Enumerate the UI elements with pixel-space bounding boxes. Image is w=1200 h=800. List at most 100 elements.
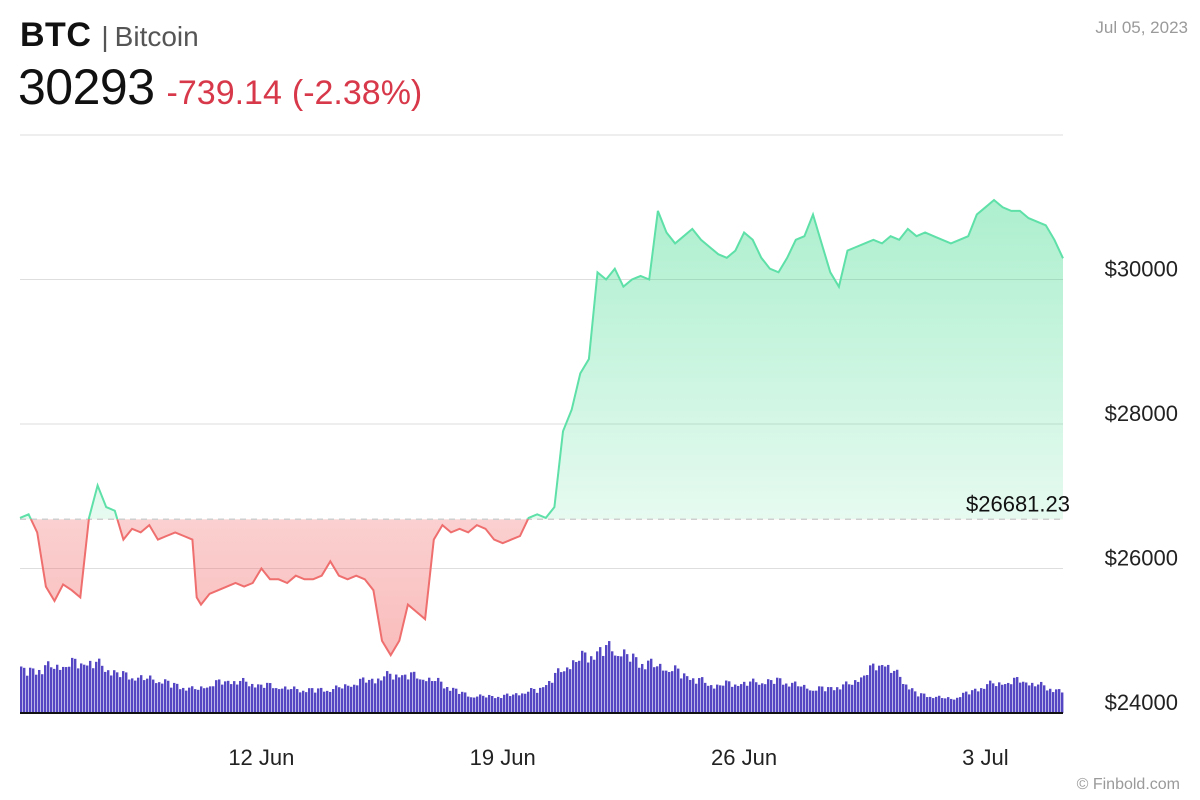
volume-bar xyxy=(572,660,575,713)
volume-bar xyxy=(566,667,569,713)
volume-bar xyxy=(683,673,686,713)
volume-bar xyxy=(857,681,860,713)
volume-bar xyxy=(590,656,593,713)
volume-bar xyxy=(272,688,275,713)
source-credit: © Finbold.com xyxy=(1076,776,1180,793)
volume-bar xyxy=(398,677,401,713)
volume-bar xyxy=(944,698,947,713)
volume-bar xyxy=(737,685,740,713)
volume-bar xyxy=(653,667,656,713)
volume-bar xyxy=(1013,677,1016,713)
volume-bar xyxy=(215,680,218,713)
volume-bar xyxy=(668,671,671,713)
volume-bar xyxy=(92,668,95,713)
volume-bar xyxy=(452,687,455,713)
volume-bar xyxy=(905,684,908,713)
volume-bar xyxy=(986,684,989,713)
volume-bar xyxy=(647,660,650,713)
volume-bar xyxy=(254,687,257,713)
volume-bar xyxy=(611,651,614,713)
volume-bar xyxy=(968,694,971,713)
volume-bar xyxy=(824,691,827,713)
volume-bar xyxy=(896,669,899,713)
volume-bar xyxy=(494,698,497,713)
volume-bar xyxy=(20,666,23,713)
volume-bar xyxy=(350,686,353,713)
volume-bar xyxy=(1001,684,1004,713)
volume-bar xyxy=(308,688,311,713)
volume-bar xyxy=(245,681,248,713)
volume-bar xyxy=(116,672,119,713)
volume-bar xyxy=(149,675,152,713)
volume-bar xyxy=(248,686,251,713)
volume-bar xyxy=(239,680,242,713)
volume-bar xyxy=(404,674,407,713)
volume-bar xyxy=(788,686,791,713)
volume-bar xyxy=(476,696,479,713)
volume-bar xyxy=(89,660,92,713)
reference-value-label: $26681.23 xyxy=(966,491,1070,516)
volume-bar xyxy=(950,698,953,713)
volume-bar xyxy=(500,698,503,713)
volume-bar xyxy=(242,677,245,713)
volume-bar xyxy=(446,687,449,713)
volume-bar xyxy=(884,666,887,713)
volume-bar xyxy=(161,683,164,713)
volume-bar xyxy=(83,664,86,713)
volume-bar xyxy=(368,679,371,713)
volume-bar xyxy=(689,679,692,713)
volume-bar xyxy=(251,683,254,713)
volume-bar xyxy=(335,685,338,713)
volume-bar xyxy=(692,678,695,713)
volume-bar xyxy=(752,678,755,713)
volume-bar xyxy=(47,661,50,713)
volume-bar xyxy=(818,686,821,713)
volume-bar xyxy=(317,688,320,713)
volume-bar xyxy=(1043,685,1046,713)
volume-bar xyxy=(608,641,611,713)
volume-bar xyxy=(782,684,785,713)
volume-bar xyxy=(44,665,47,713)
volume-bar xyxy=(605,645,608,713)
volume-bar xyxy=(659,663,662,713)
volume-bar xyxy=(128,679,131,713)
volume-bar xyxy=(701,677,704,713)
volume-bar xyxy=(734,684,737,713)
volume-bar xyxy=(881,665,884,713)
volume-bar xyxy=(179,689,182,713)
volume-bar xyxy=(287,689,290,713)
volume-bar xyxy=(1010,684,1013,713)
volume-bar xyxy=(29,667,32,713)
volume-bar xyxy=(95,661,98,713)
volume-bar xyxy=(1019,682,1022,713)
volume-bar xyxy=(191,686,194,713)
volume-bar xyxy=(650,658,653,713)
volume-bar xyxy=(470,697,473,713)
price-line-above xyxy=(19,198,1064,520)
volume-bar xyxy=(842,684,845,713)
volume-bar xyxy=(1034,686,1037,713)
volume-bar xyxy=(407,679,410,713)
volume-bar xyxy=(266,682,269,713)
volume-bar xyxy=(527,691,530,713)
volume-bar xyxy=(875,670,878,713)
volume-bar xyxy=(392,679,395,713)
volume-bar xyxy=(59,669,62,713)
volume-bar xyxy=(836,687,839,713)
volume-bar xyxy=(935,696,938,713)
volume-bar xyxy=(992,683,995,713)
volume-bar xyxy=(491,695,494,713)
volume-bar xyxy=(422,679,425,713)
volume-bar xyxy=(356,685,359,713)
volume-bar xyxy=(113,670,116,713)
volume-bar xyxy=(56,664,59,713)
volume-bar xyxy=(917,696,920,713)
volume-bar xyxy=(833,690,836,713)
volume-bar xyxy=(383,676,386,713)
volume-bar xyxy=(86,665,89,713)
volume-bar xyxy=(41,674,44,713)
volume-bar xyxy=(767,679,770,713)
volume-bar xyxy=(557,668,560,713)
volume-bar xyxy=(146,678,149,713)
volume-bar xyxy=(644,669,647,713)
